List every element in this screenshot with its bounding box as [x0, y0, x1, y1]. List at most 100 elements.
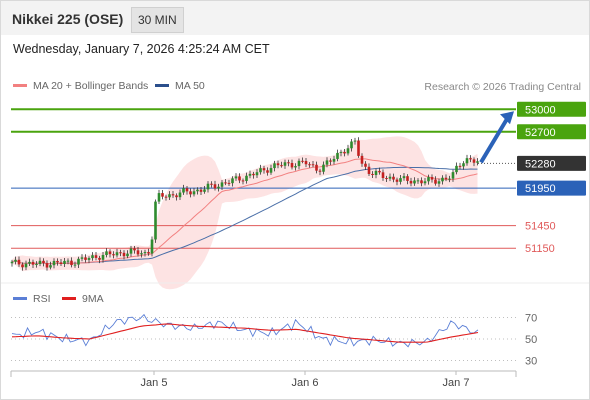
- candle-body: [374, 170, 378, 176]
- candle-body: [276, 163, 280, 166]
- candle-body: [115, 252, 119, 256]
- rsi-swatch-icon: [13, 296, 27, 300]
- candle-body: [122, 252, 126, 257]
- candle-body: [336, 152, 339, 159]
- candle-body: [24, 263, 28, 268]
- x-tick-label: Jan 6: [292, 377, 319, 389]
- candle-body: [329, 160, 332, 162]
- candle-body: [266, 170, 269, 173]
- level-tag-52280: [517, 155, 586, 171]
- candle-body: [154, 201, 157, 240]
- candle-body: [420, 180, 423, 184]
- candle-body: [448, 178, 451, 180]
- rsi-tick-label: 30: [525, 356, 537, 368]
- candle-body: [245, 175, 248, 181]
- candles: [10, 137, 479, 271]
- candle-body: [416, 180, 420, 182]
- candle-body: [297, 160, 301, 167]
- candle-body: [150, 239, 154, 254]
- level-label-52280: 52280: [525, 158, 556, 170]
- candle-body: [14, 259, 17, 262]
- candle-body: [140, 253, 143, 255]
- ma50-label: MA 50: [175, 80, 205, 92]
- rsi-label: RSI: [33, 293, 51, 305]
- timeframe-badge[interactable]: 30 MIN: [131, 7, 184, 33]
- candle-body: [112, 254, 115, 256]
- candle-body: [189, 191, 192, 195]
- level-label-51450: 51450: [525, 221, 556, 233]
- candle-body: [182, 188, 185, 193]
- candle-body: [133, 248, 136, 251]
- candle-body: [315, 164, 318, 171]
- candle-body: [350, 141, 353, 149]
- ma9-label: 9MA: [82, 293, 104, 305]
- candle-body: [17, 259, 21, 265]
- candle-body: [203, 189, 206, 192]
- candle-body: [38, 260, 42, 265]
- candle-body: [66, 260, 70, 262]
- candle-body: [143, 252, 147, 254]
- level-label-51150: 51150: [525, 243, 555, 255]
- candle-body: [157, 193, 161, 202]
- candle-body: [178, 192, 182, 198]
- credit-text: Research © 2026 Trading Central: [424, 81, 581, 93]
- candle-body: [168, 194, 171, 198]
- candle-body: [427, 177, 430, 182]
- level-label-52700: 52700: [525, 127, 556, 139]
- candle-body: [196, 189, 199, 192]
- rsi-ma-line: [11, 323, 479, 343]
- projection-arrow-shaft: [479, 116, 510, 164]
- ma20-swatch-icon: [13, 83, 27, 87]
- candle-body: [290, 162, 294, 168]
- candle-body: [409, 180, 413, 184]
- candle-body: [301, 160, 304, 162]
- legend-9ma: 9MA: [62, 293, 104, 305]
- candle-body: [465, 158, 469, 164]
- candle-body: [423, 181, 427, 184]
- candle-body: [451, 172, 455, 179]
- candle-body: [224, 182, 227, 184]
- candle-body: [462, 163, 465, 167]
- bollinger-band: [12, 136, 478, 290]
- candle-body: [217, 186, 220, 189]
- candle-body: [325, 160, 329, 165]
- candle-body: [339, 151, 343, 153]
- x-tick-label: Jan 5: [141, 377, 168, 389]
- candle-body: [252, 173, 255, 176]
- candle-body: [381, 172, 385, 179]
- candle-body: [318, 170, 322, 172]
- candle-body: [322, 164, 325, 172]
- candle-body: [392, 176, 395, 180]
- candle-body: [364, 163, 367, 167]
- candle-body: [399, 178, 402, 182]
- candle-body: [129, 248, 133, 254]
- ma50-swatch-icon: [155, 83, 169, 87]
- candle-body: [119, 252, 122, 254]
- candle-body: [91, 255, 94, 259]
- candle-body: [63, 260, 66, 264]
- candle-body: [388, 176, 392, 179]
- candle-body: [56, 260, 59, 263]
- ma20-label: MA 20 + Bollinger Bands: [33, 80, 149, 92]
- candle-body: [185, 188, 189, 192]
- candle-body: [262, 168, 266, 171]
- candle-body: [59, 262, 63, 264]
- candle-body: [455, 165, 458, 173]
- candle-body: [444, 177, 448, 180]
- candle-body: [367, 166, 371, 174]
- candle-body: [304, 160, 308, 165]
- candle-body: [308, 164, 311, 166]
- candle-body: [231, 178, 234, 184]
- level-tag-53000: [517, 101, 586, 117]
- candle-body: [238, 176, 241, 181]
- candle-body: [434, 179, 437, 184]
- candle-body: [241, 180, 245, 182]
- candle-body: [357, 140, 360, 156]
- candle-body: [192, 191, 196, 195]
- level-tag-52700: [517, 124, 586, 140]
- candle-body: [476, 161, 479, 163]
- legend-rsi: RSI: [13, 293, 51, 305]
- candle-body: [108, 251, 112, 255]
- candle-body: [378, 170, 381, 173]
